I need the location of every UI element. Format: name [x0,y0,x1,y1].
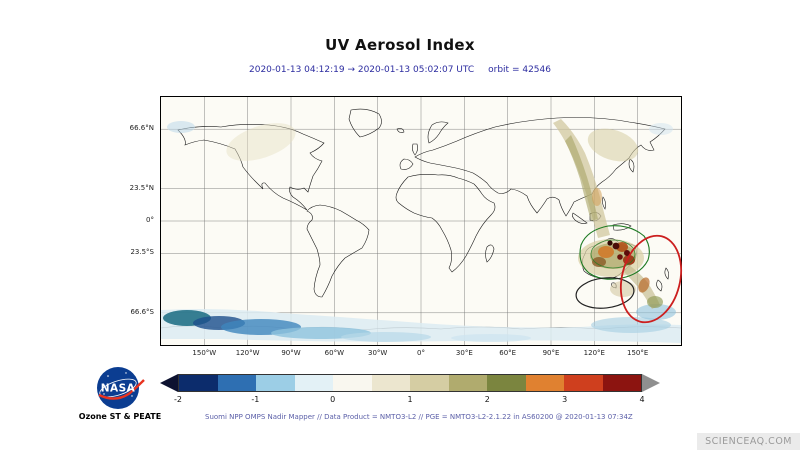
nasa-logo-text: NASA [101,383,136,395]
colorbar-segment [525,375,564,391]
lon-tick-label: 30°E [455,349,473,357]
sumatra-java-outline [572,212,588,224]
time-range-text: 2020-01-13 04:12:19 → 2020-01-13 05:02:0… [249,65,475,75]
west-pacific-orange-spot [592,188,602,206]
lon-tick-label: 90°W [281,349,301,357]
green-contour-annotation [579,225,650,280]
australia-smoke-dark-2 [624,250,630,256]
lon-tick-label: 150°E [627,349,649,357]
north-america-aerosol-tint [226,123,296,161]
colorbar-tick-label: 1 [407,395,413,404]
colorbar [160,374,660,392]
orbit-text: orbit = 42546 [488,65,551,75]
colorbar-right-arrow [642,374,660,392]
colorbar-tick-label: 4 [639,395,645,404]
colorbar-segment [256,375,295,391]
new-zealand-south-outline [656,279,663,292]
colorbar-segment [602,375,641,391]
australia-smoke-dark-4 [617,254,623,260]
red-ellipse-annotation [620,234,682,324]
colorbar-ticks: -2 -1 0 1 2 3 4 [174,395,645,407]
page-title: UV Aerosol Index [325,36,475,54]
scandinavia-outline [427,121,449,144]
lat-tick-label: 0° [146,216,154,224]
nasa-logo-orbit [99,378,137,398]
australia-smoke-orange-1 [598,246,614,258]
philippines-outline [602,196,606,210]
colorbar-segment [448,375,487,391]
figure-subtitle: 2020-01-13 04:12:19 → 2020-01-13 05:02:0… [0,65,800,75]
nasa-logo-red-swoosh [98,379,145,400]
nasa-logo: NASA [96,366,148,410]
colorbar-tick-label: 3 [562,395,568,404]
south-pacific-blue-patch [636,304,676,320]
lat-tick-label: 66.6°N [129,124,154,133]
data-product-caption: Suomi NPP OMPS Nadir Mapper // Data Prod… [205,413,633,421]
colorbar-left-arrow [160,374,178,392]
lat-tick-label: 23.5°S [130,248,154,257]
org-label: Ozone ST & PEATE [78,412,162,421]
madagascar-outline [485,244,495,263]
africa-outline [395,174,496,273]
lon-tick-label: 120°E [583,349,605,357]
lon-tick-label: 0° [417,349,425,357]
iceland-outline [396,128,405,133]
lon-tick-label: 60°E [499,349,517,357]
colorbar-tick-label: -1 [251,395,260,404]
new-zealand-olive-blob [647,296,663,308]
lon-tick-label: 90°E [542,349,560,357]
iberia-outline [399,158,414,170]
new-zealand-north-outline [664,267,669,280]
australia-smoke-brown [592,257,606,267]
map-plot [160,96,682,346]
arctic-blue-patch [167,121,195,133]
world-map-svg [160,97,682,345]
australia-smoke-dark-1 [612,242,620,250]
lon-tick-label: 30°W [367,349,388,357]
lat-axis: 66.6°N 23.5°N 0° 23.5°S 66.6°S [112,96,156,344]
colorbar-segment [333,375,372,391]
north-america-outline [177,124,325,211]
lon-tick-label: 120°W [235,349,260,357]
colorbar-segment [294,375,333,391]
colorbar-tick-label: -2 [174,395,182,404]
black-ellipse-annotation [575,277,635,309]
greenland-outline [348,108,382,138]
lon-axis: 150°W 120°W 90°W 60°W 30°W 0° 30°E 60°E 90°E 120°… [161,349,681,361]
colorbar-segment [487,375,526,391]
antarctic-paleblue-patch [341,332,431,342]
colorbar-tick-label: 0 [330,395,336,404]
tasman-tan-blob [610,281,636,297]
tasman-smoke-orange [638,277,650,293]
lat-tick-label: 23.5°N [129,183,154,192]
british-isles-outline [412,143,418,156]
colorbar-strip [178,374,642,392]
colorbar-segment [564,375,603,391]
japan-outline [628,158,635,173]
antarctic-mid-streak [451,334,531,342]
colorbar-tick-label: 2 [484,395,490,404]
colorbar-segment [410,375,449,391]
lat-tick-label: 66.6°S [130,307,154,316]
colorbar-segment [179,375,218,391]
annotations [575,225,682,324]
colorbar-segment [371,375,410,391]
australia-smoke-dark-3 [607,240,613,246]
aerosol-overlays [161,119,681,343]
lon-tick-label: 150°W [192,349,217,357]
watermark: SCIENCEAQ.COM [697,433,800,450]
bering-blue-patch [649,123,673,135]
colorbar-segment [217,375,256,391]
green-contour-inner [590,239,636,269]
new-guinea-outline [612,223,632,231]
east-asia-plume-core [565,135,598,221]
eurasia-outline [414,117,666,217]
okhotsk-plume-blob [587,128,639,162]
south-america-outline [306,204,370,298]
lon-tick-label: 60°W [324,349,344,357]
